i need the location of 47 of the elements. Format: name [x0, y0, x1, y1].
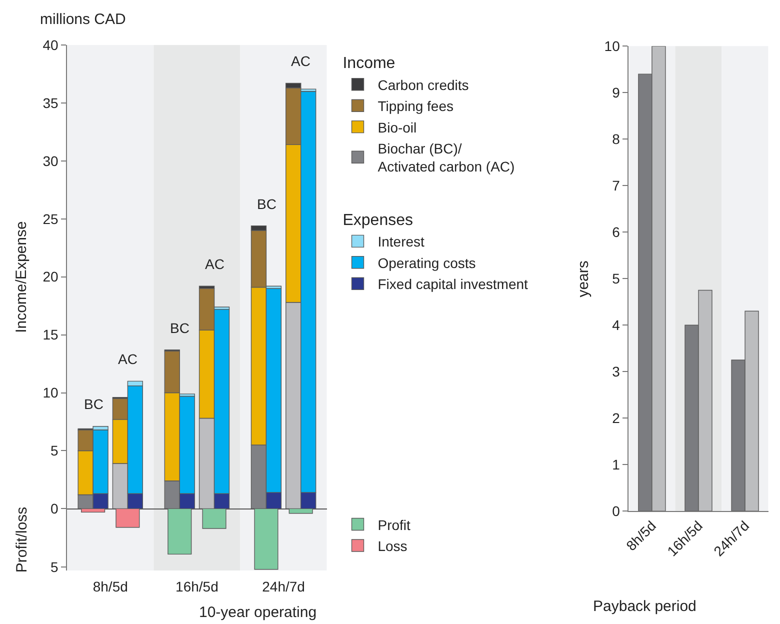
- y-tick-label: 7: [612, 178, 620, 194]
- y-tick-label: 2: [612, 410, 620, 426]
- x-tick-label: 16h/5d: [176, 578, 218, 595]
- y-axis-title: Income/Expense: [13, 221, 30, 333]
- y-tick-label: 5: [50, 558, 58, 575]
- legend-label: Operating costs: [378, 254, 476, 271]
- y-tick-label: 6: [612, 224, 620, 240]
- annotation: AC: [118, 351, 138, 367]
- y-tick-label: 0: [612, 502, 620, 519]
- legend-label: Loss: [378, 538, 408, 554]
- legend-label: Bio-oil: [378, 119, 417, 136]
- legend-label: Profit: [378, 516, 411, 533]
- x-axis-title: 10-year operating: [199, 604, 317, 621]
- legend-label: Fixed capital investment: [378, 276, 528, 292]
- x-axis-title: Payback period: [593, 598, 696, 615]
- y-tick-label: 5: [50, 442, 58, 459]
- y-tick-label: 10: [42, 384, 58, 401]
- y-tick-label: 35: [42, 94, 58, 111]
- x-tick-label: 24h/7d: [262, 578, 305, 595]
- x-tick-label: 8h/5d: [92, 578, 128, 595]
- y-axis-title: years: [575, 260, 592, 298]
- y-tick-label: 1: [612, 456, 620, 472]
- annotation: BC: [170, 320, 190, 336]
- y-tick-label: 8: [612, 131, 620, 148]
- legend-label: Biochar (BC)/ Activated carbon (AC): [378, 140, 515, 175]
- y-tick-label: 30: [42, 152, 58, 169]
- y-tick-label: 20: [42, 268, 58, 285]
- annotation: BC: [257, 196, 276, 212]
- y-tick-label: 10: [604, 38, 620, 54]
- y-tick-label: 4: [612, 317, 620, 334]
- text: Expenses: [342, 212, 414, 229]
- y-tick-label: 3: [612, 363, 620, 380]
- text: millions CAD: [40, 11, 126, 28]
- y-tick-label: 9: [612, 84, 620, 101]
- annotation: BC: [84, 396, 104, 412]
- y-tick-label: 0: [50, 500, 58, 517]
- y-tick-label: 25: [42, 210, 58, 227]
- legend-label: Interest: [378, 234, 425, 250]
- y-axis-title: Profit/loss: [13, 506, 30, 573]
- y-tick-label: 40: [42, 36, 58, 53]
- y-tick-label: 5: [612, 270, 620, 287]
- annotation: AC: [291, 53, 310, 69]
- y-tick-label: 15: [42, 326, 58, 343]
- legend-label: Tipping fees: [378, 98, 454, 114]
- annotation: AC: [205, 256, 224, 272]
- legend-label: Carbon credits: [378, 76, 469, 93]
- text: Income: [342, 55, 396, 72]
